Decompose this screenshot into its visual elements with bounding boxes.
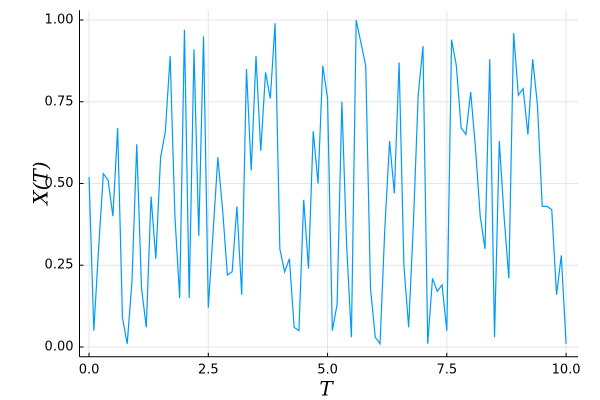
y-tick-label: 0.25 [45,258,74,273]
y-axis-label: X(T) [29,161,53,206]
data-line [88,19,567,346]
y-tick-label: 0.00 [45,339,74,354]
x-tick-label: 7.5 [436,362,457,377]
y-tick-label: 0.50 [45,176,74,191]
x-tick-label: 2.5 [198,362,219,377]
x-tick-label: 5.0 [317,362,338,377]
x-axis-label: T [319,377,334,400]
y-tick-label: 0.75 [45,94,74,109]
x-tick-label: 0.0 [79,362,100,377]
x-tick-label: 10.0 [552,362,581,377]
y-tick-label: 1.00 [45,13,74,28]
